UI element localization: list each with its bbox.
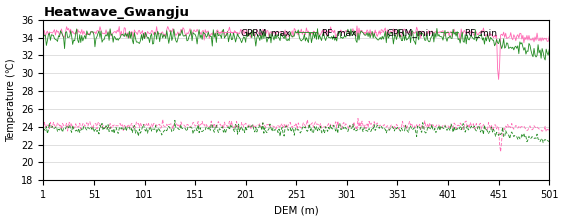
GPRM_max — [373, 32, 380, 35]
RF_max — [165, 42, 172, 45]
RF_min — [546, 140, 553, 143]
RF_max — [372, 36, 378, 38]
GPRM_max — [187, 27, 193, 30]
GPRM_max — [495, 78, 502, 81]
GPRM_max — [367, 29, 373, 31]
GPRM_min — [497, 150, 504, 153]
GPRM_min — [373, 123, 380, 126]
GPRM_max — [354, 25, 360, 27]
RF_max — [460, 40, 466, 43]
GPRM_max — [165, 28, 172, 30]
RF_min — [367, 130, 373, 133]
RF_max — [40, 32, 47, 35]
RF_min — [540, 141, 547, 144]
RF_min — [225, 126, 232, 128]
RF_min — [460, 122, 466, 125]
RF_min — [171, 119, 178, 122]
RF_max — [187, 33, 193, 36]
GPRM_max — [224, 30, 231, 33]
RF_min — [373, 127, 380, 130]
GPRM_max — [40, 28, 47, 31]
GPRM_min — [367, 124, 373, 126]
Line: GPRM_max: GPRM_max — [43, 26, 549, 79]
RF_min — [188, 126, 195, 129]
GPRM_min — [355, 117, 362, 120]
Y-axis label: Temperature (℃): Temperature (℃) — [6, 58, 16, 142]
RF_max — [365, 31, 372, 34]
GPRM_min — [40, 126, 47, 129]
X-axis label: DEM (m): DEM (m) — [274, 206, 319, 215]
GPRM_min — [546, 128, 553, 131]
GPRM_min — [187, 126, 193, 129]
Line: GPRM_min: GPRM_min — [43, 118, 549, 152]
RF_max — [224, 30, 231, 33]
GPRM_max — [546, 35, 553, 38]
RF_max — [546, 48, 553, 51]
GPRM_min — [460, 128, 466, 131]
Line: RF_min: RF_min — [43, 120, 549, 143]
Legend: GPRM_max, RF_max, GPRM_min, RF_min: GPRM_max, RF_max, GPRM_min, RF_min — [213, 24, 500, 40]
RF_max — [434, 27, 440, 30]
Text: Heatwave_Gwangju: Heatwave_Gwangju — [43, 6, 190, 19]
GPRM_min — [224, 125, 231, 128]
GPRM_max — [460, 32, 466, 34]
GPRM_min — [165, 123, 172, 126]
RF_min — [40, 129, 47, 132]
RF_min — [165, 125, 172, 128]
RF_max — [542, 59, 549, 61]
Line: RF_max: RF_max — [43, 29, 549, 60]
